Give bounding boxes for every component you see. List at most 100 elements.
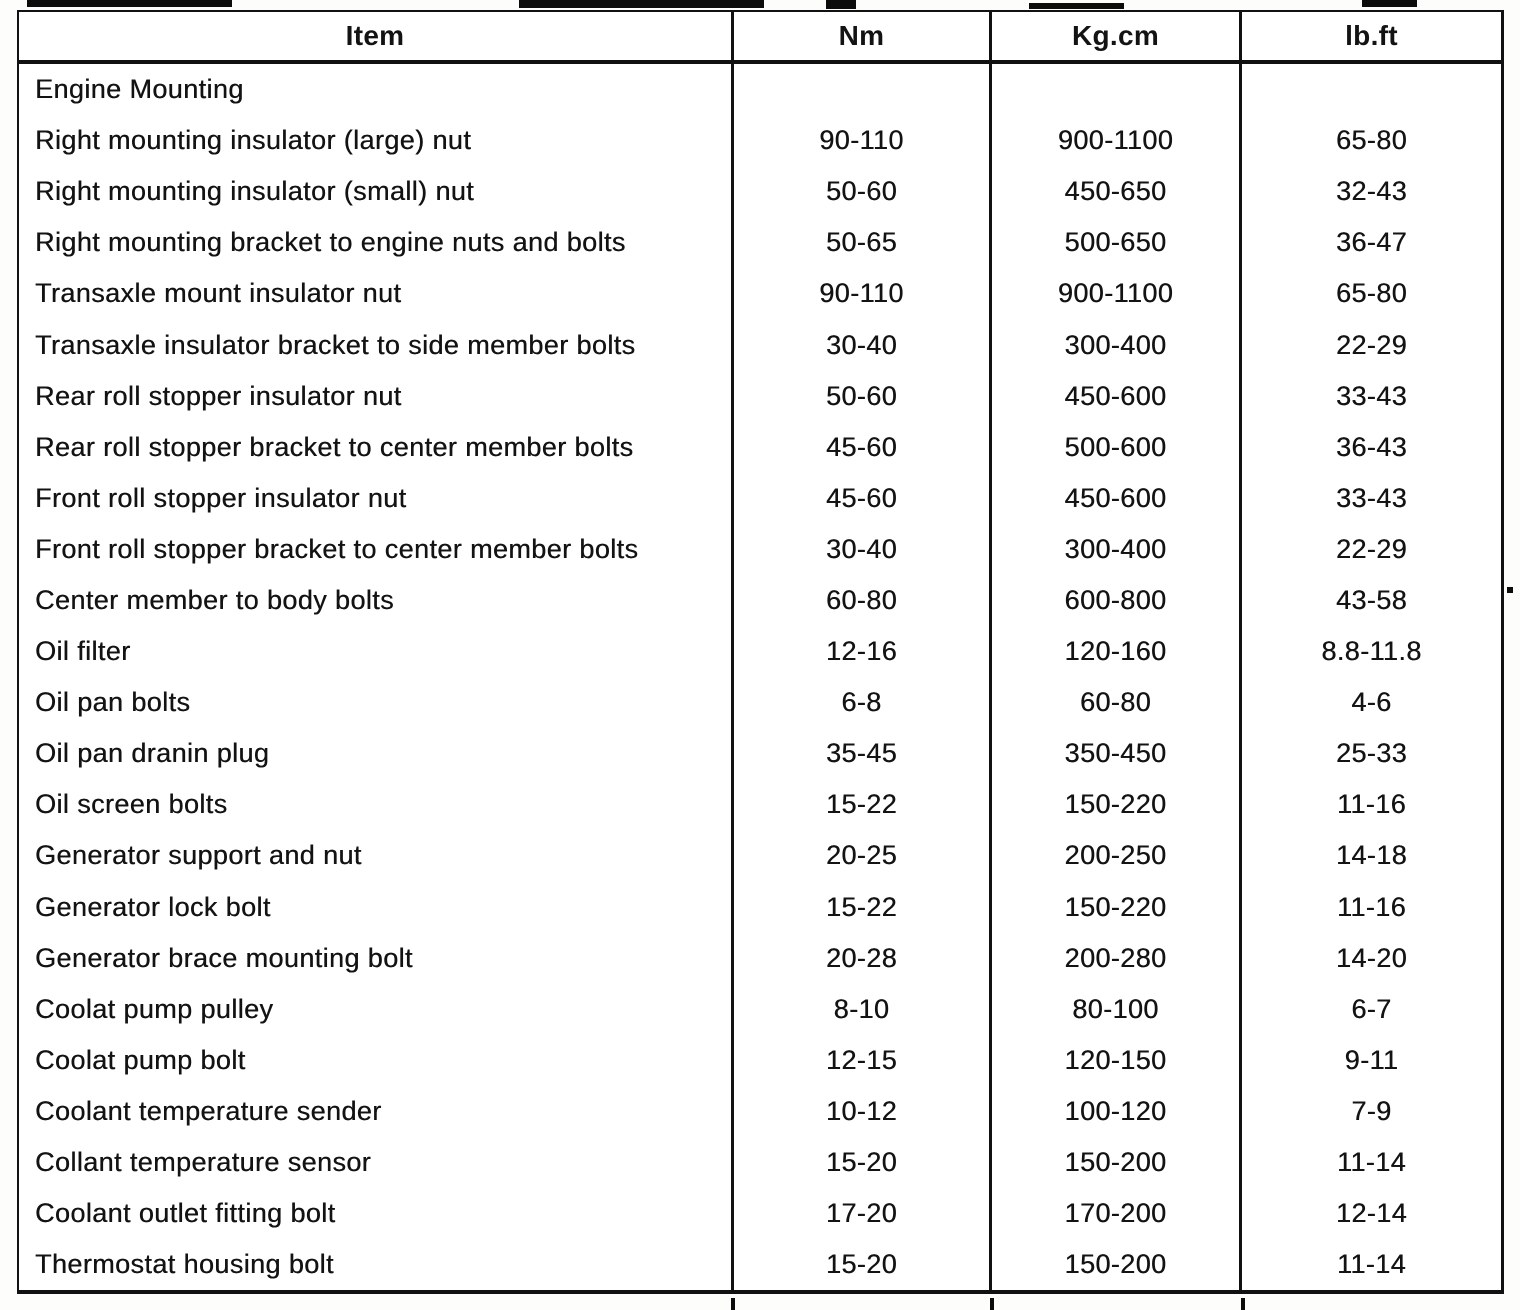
- cell-nm: [731, 64, 989, 116]
- cell-nm: 20-25: [731, 830, 989, 882]
- table-row: Coolant temperature sender 10-12 100-120 7-…: [19, 1085, 1501, 1137]
- column-header-kgcm: Kg.cm: [989, 12, 1239, 60]
- cell-lbft: 11-16: [1239, 779, 1501, 831]
- cell-kgcm: 170-200: [989, 1188, 1239, 1240]
- cell-item: Generator support and nut: [35, 840, 362, 871]
- cell-nm: 15-20: [731, 1239, 989, 1291]
- cell-item: Oil pan dranin plug: [35, 738, 270, 769]
- table-row: Rear roll stopper insulator nut 50-60 450-…: [19, 370, 1501, 422]
- cell-lbft: 7-9: [1239, 1085, 1501, 1137]
- cell-lbft: 25-33: [1239, 728, 1501, 780]
- cell-kgcm: 450-600: [989, 472, 1239, 524]
- cell-lbft: [1239, 64, 1501, 116]
- cell-item: Center member to body bolts: [35, 584, 394, 615]
- cell-item: Generator lock bolt: [35, 891, 271, 922]
- scan-artifact: [1241, 1298, 1245, 1310]
- cell-lbft: 22-29: [1239, 523, 1501, 575]
- table-row: Coolat pump pulley 8-10 80-100 6-7: [19, 983, 1501, 1035]
- cell-item: Right mounting insulator (small) nut: [35, 176, 475, 207]
- cell-lbft: 33-43: [1239, 472, 1501, 524]
- scan-artifact: [826, 0, 856, 9]
- cell-kgcm: 200-250: [989, 830, 1239, 882]
- cell-kgcm: 300-400: [989, 523, 1239, 575]
- table-header-row: Item Nm Kg.cm lb.ft: [19, 12, 1501, 64]
- cell-item: Front roll stopper insulator nut: [35, 482, 407, 513]
- cell-kgcm: [989, 64, 1239, 116]
- cell-nm: 15-20: [731, 1136, 989, 1189]
- cell-item: Rear roll stopper insulator nut: [35, 380, 402, 411]
- column-header-nm: Nm: [731, 12, 989, 60]
- cell-lbft: 8.8-11.8: [1239, 626, 1501, 678]
- table-row: Right mounting insulator (small) nut 50-6…: [19, 166, 1501, 218]
- cell-kgcm: 120-150: [989, 1034, 1239, 1086]
- scan-artifact: [1029, 3, 1124, 9]
- cell-kgcm: 120-160: [989, 626, 1239, 678]
- cell-lbft: 11-14: [1239, 1239, 1501, 1291]
- cell-kgcm: 450-650: [989, 166, 1239, 218]
- column-header-item: Item: [345, 20, 405, 51]
- cell-kgcm: 200-280: [989, 932, 1239, 984]
- table-row: Coolant outlet fitting bolt 17-20 170-200 1…: [19, 1188, 1501, 1240]
- cell-lbft: 32-43: [1239, 166, 1501, 218]
- cell-nm: 17-20: [731, 1188, 989, 1240]
- table-row: Generator lock bolt 15-22 150-220 11-16: [19, 881, 1501, 933]
- cell-item: Right mounting insulator (large) nut: [35, 125, 472, 156]
- table-row: Right mounting bracket to engine nuts an…: [19, 217, 1501, 269]
- cell-nm: 45-60: [731, 421, 989, 473]
- cell-lbft: 6-7: [1239, 983, 1501, 1035]
- cell-item: Coolat pump bolt: [35, 1044, 246, 1075]
- cell-nm: 6-8: [731, 677, 989, 729]
- cell-lbft: 9-11: [1239, 1034, 1501, 1086]
- table-body: Engine Mounting Right mounting insulator …: [19, 64, 1501, 1291]
- table-row: Generator brace mounting bolt 20-28 200-28…: [19, 932, 1501, 984]
- cell-item: Oil pan bolts: [35, 687, 191, 718]
- cell-item: Thermostat housing bolt: [35, 1249, 334, 1280]
- cell-kgcm: 100-120: [989, 1085, 1239, 1137]
- cell-nm: 10-12: [731, 1085, 989, 1137]
- table-row: Front roll stopper bracket to center mem…: [19, 523, 1501, 575]
- cell-nm: 30-40: [731, 319, 989, 371]
- cell-kgcm: 450-600: [989, 370, 1239, 422]
- table-row: Coolat pump bolt 12-15 120-150 9-11: [19, 1034, 1501, 1086]
- cell-nm: 45-60: [731, 472, 989, 524]
- table-row: Front roll stopper insulator nut 45-60 450…: [19, 472, 1501, 524]
- cell-nm: 50-60: [731, 166, 989, 218]
- cell-item: Transaxle insulator bracket to side memb…: [35, 329, 636, 360]
- cell-nm: 50-65: [731, 217, 989, 269]
- cell-item: Right mounting bracket to engine nuts an…: [35, 227, 626, 258]
- cell-nm: 15-22: [731, 881, 989, 933]
- cell-lbft: 36-43: [1239, 421, 1501, 473]
- cell-lbft: 11-14: [1239, 1136, 1501, 1189]
- cell-item: Collant temperature sensor: [35, 1147, 372, 1178]
- table-row: Collant temperature sensor 15-20 150-200 11…: [19, 1136, 1501, 1189]
- scan-artifact: [519, 0, 764, 8]
- cell-nm: 20-28: [731, 932, 989, 984]
- cell-kgcm: 500-600: [989, 421, 1239, 473]
- cell-nm: 60-80: [731, 574, 989, 627]
- cell-item: Coolant outlet fitting bolt: [35, 1198, 336, 1229]
- table-row: Transaxle insulator bracket to side memb…: [19, 319, 1501, 371]
- cell-nm: 30-40: [731, 523, 989, 575]
- table-row: Oil pan dranin plug 35-45 350-450 25-33: [19, 728, 1501, 780]
- table-row: Transaxle mount insulator nut 90-110 900-1…: [19, 268, 1501, 320]
- cell-lbft: 65-80: [1239, 268, 1501, 320]
- cell-kgcm: 600-800: [989, 574, 1239, 627]
- cell-lbft: 65-80: [1239, 115, 1501, 167]
- table-row: Rear roll stopper bracket to center memb…: [19, 421, 1501, 473]
- cell-lbft: 14-18: [1239, 830, 1501, 882]
- cell-lbft: 36-47: [1239, 217, 1501, 269]
- cell-nm: 12-15: [731, 1034, 989, 1086]
- scan-artifact: [1362, 0, 1417, 7]
- cell-kgcm: 150-200: [989, 1136, 1239, 1189]
- cell-kgcm: 150-200: [989, 1239, 1239, 1291]
- scan-artifact: [990, 1298, 994, 1310]
- cell-item: Transaxle mount insulator nut: [35, 278, 402, 309]
- scan-artifact: [1507, 587, 1513, 593]
- cell-lbft: 33-43: [1239, 370, 1501, 422]
- cell-item: Engine Mounting: [35, 74, 244, 105]
- cell-nm: 90-110: [731, 115, 989, 167]
- table-row: Thermostat housing bolt 15-20 150-200 11-14: [19, 1239, 1501, 1291]
- cell-lbft: 12-14: [1239, 1188, 1501, 1240]
- scan-artifact: [731, 1298, 735, 1310]
- scan-artifact: [27, 0, 232, 7]
